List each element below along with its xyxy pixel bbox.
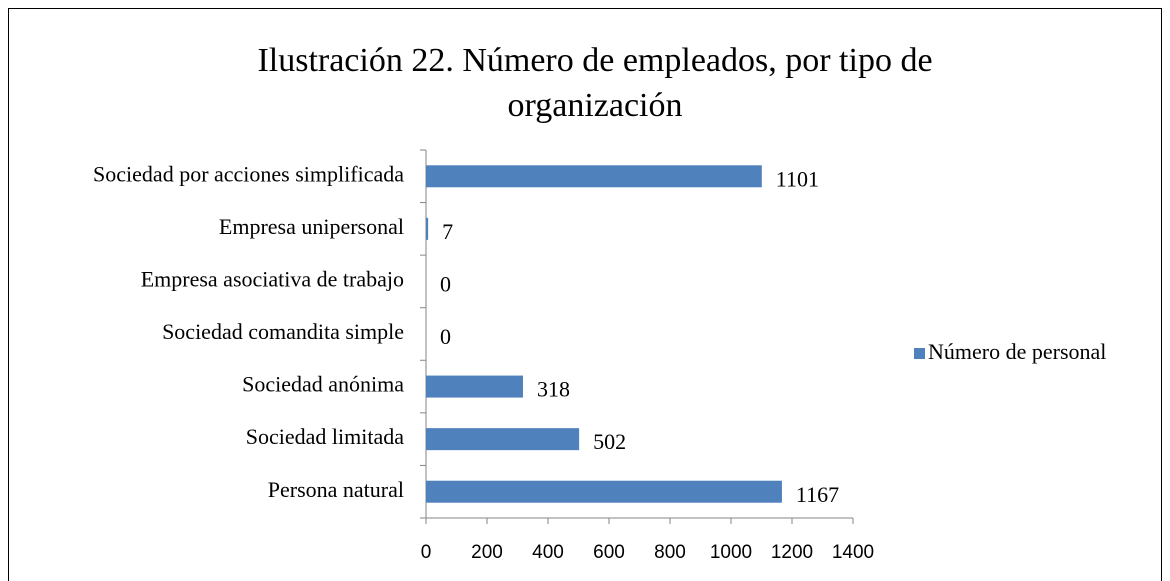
x-tick-label: 0 [421,542,432,563]
value-label: 1101 [776,166,819,191]
y-tick-label: Empresa unipersonal [219,214,404,239]
x-tick-label: 1200 [771,542,813,563]
x-tick-label: 800 [654,542,686,563]
y-tick-label: Sociedad limitada [246,424,404,449]
value-label: 7 [442,219,453,244]
chart-border [8,8,1162,581]
legend-swatch [914,348,925,359]
bar [426,165,762,188]
value-label: 1167 [796,482,839,507]
value-label: 0 [440,324,451,349]
y-tick-label: Persona natural [268,477,404,502]
x-tick-label: 1000 [710,542,752,563]
x-tick-label: 200 [471,542,503,563]
y-tick-label: Sociedad comandita simple [162,319,404,344]
bar [426,375,523,398]
bar [426,217,429,240]
y-tick-label: Sociedad anónima [242,372,404,397]
x-tick-label: 1400 [832,542,874,563]
x-tick-label: 600 [593,542,625,563]
x-tick-label: 400 [532,542,564,563]
value-label: 502 [593,429,626,454]
value-label: 318 [537,377,570,402]
bar [426,480,782,503]
bar [426,428,580,451]
chart-title: Ilustración 22. Número de empleados, por… [257,42,933,124]
y-tick-label: Empresa asociativa de trabajo [141,266,404,291]
value-label: 0 [440,271,451,296]
y-tick-label: Sociedad por acciones simplificada [93,161,404,186]
legend-label: Número de personal [928,339,1106,364]
